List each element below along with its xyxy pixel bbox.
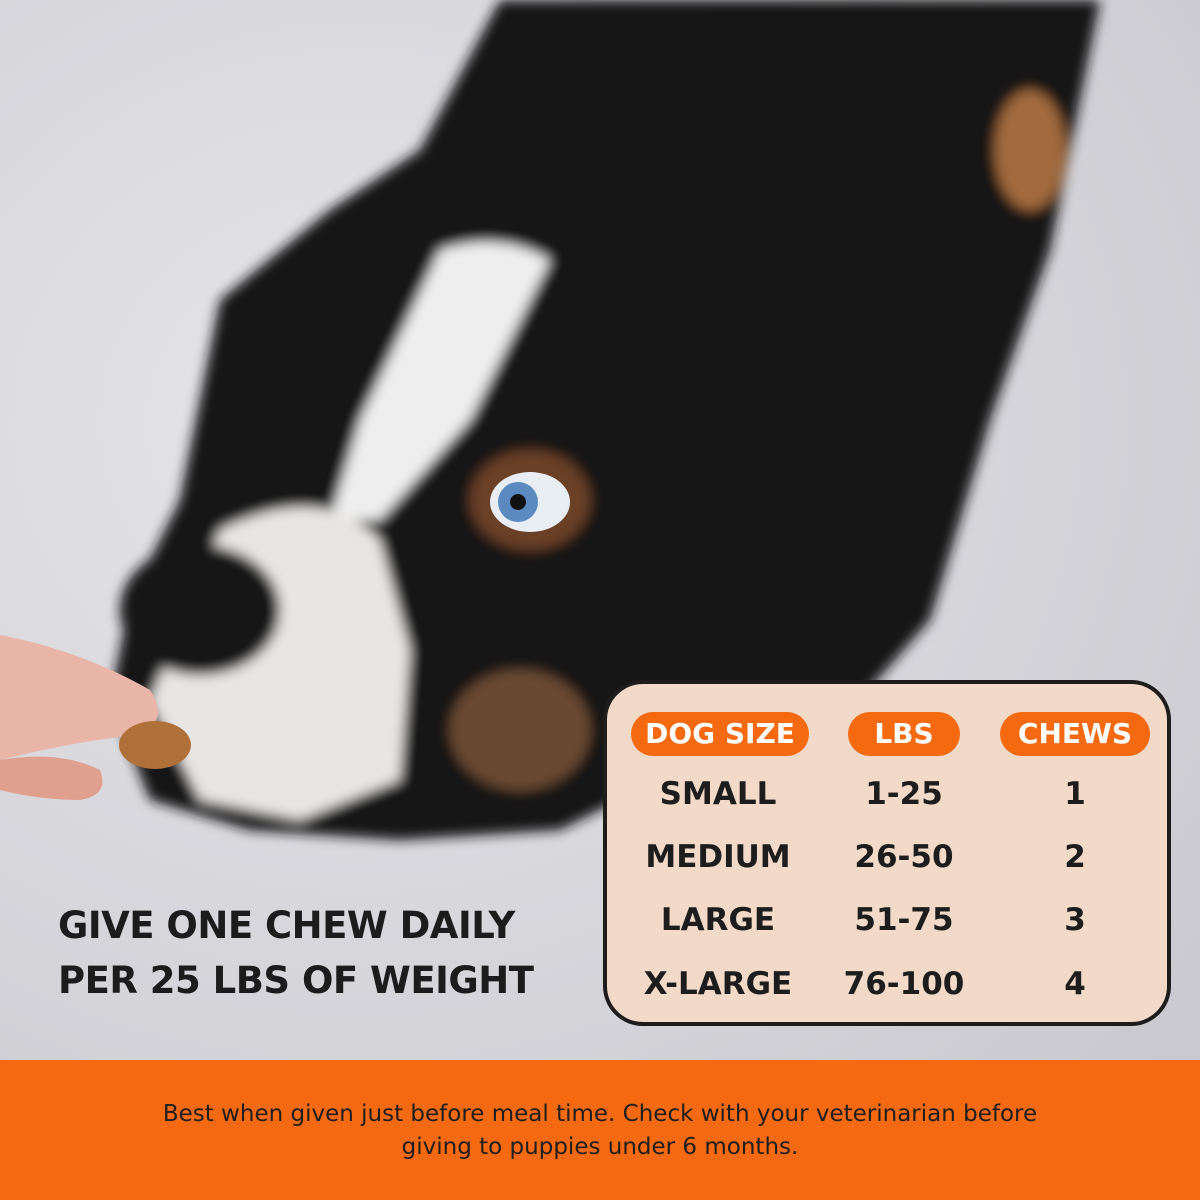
row-3-size: LARGE	[660, 902, 776, 938]
footer-note: Best when given just before meal time. C…	[0, 1098, 1200, 1164]
footer-line-2: giving to puppies under 6 months.	[401, 1134, 799, 1160]
footer-banner: Best when given just before meal time. C…	[0, 1060, 1200, 1200]
headline-line-1: GIVE ONE CHEW DAILY	[58, 904, 515, 947]
row-2-size: MEDIUM	[645, 839, 791, 875]
row-1-size: SMALL	[659, 776, 777, 812]
row-4-chews: 4	[1064, 966, 1086, 1002]
row-3-lbs: 51-75	[854, 902, 954, 938]
row-1-chews: 1	[1064, 776, 1086, 812]
row-2-chews: 2	[1064, 839, 1086, 875]
dosage-table: DOG SIZE LBS CHEWS SMALL 1-25 1 MEDIUM 2…	[603, 680, 1171, 1026]
header-dog-size: DOG SIZE	[631, 712, 809, 756]
row-2-lbs: 26-50	[854, 839, 954, 875]
footer-line-1: Best when given just before meal time. C…	[162, 1101, 1038, 1127]
row-4-lbs: 76-100	[843, 966, 965, 1002]
row-4-size: X-LARGE	[643, 966, 793, 1002]
headline-line-2: PER 25 LBS OF WEIGHT	[58, 959, 534, 1002]
header-chews: CHEWS	[1000, 712, 1150, 756]
row-1-lbs: 1-25	[865, 776, 943, 812]
header-lbs: LBS	[848, 712, 960, 756]
dog-photo	[0, 0, 1200, 1060]
dosage-headline: GIVE ONE CHEW DAILY PER 25 LBS OF WEIGHT	[58, 898, 534, 1008]
row-3-chews: 3	[1064, 902, 1086, 938]
